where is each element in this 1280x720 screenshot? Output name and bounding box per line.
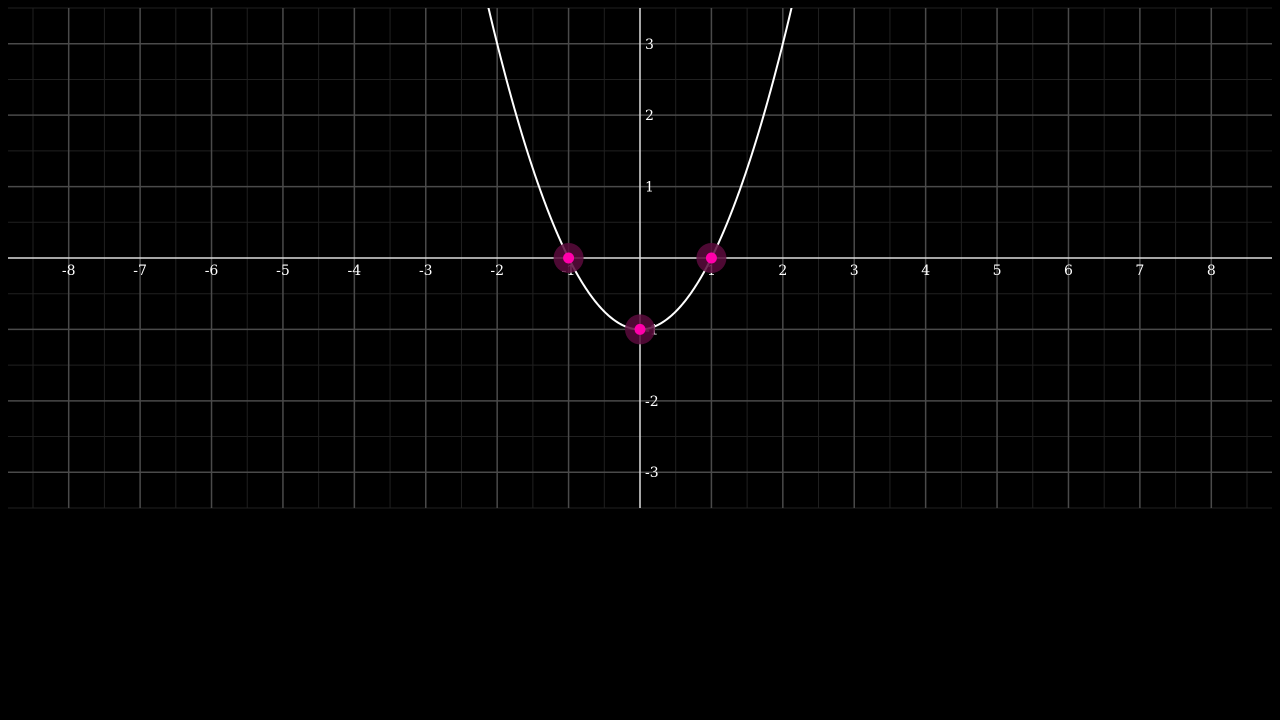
x-tick-label: -3 [419, 263, 433, 279]
y-tick-label: 1 [645, 180, 654, 196]
x-tick-label: 8 [1207, 263, 1216, 279]
x-tick-label: -6 [205, 263, 219, 279]
x-tick-label: -4 [348, 263, 362, 279]
x-tick-label: 3 [850, 263, 859, 279]
x-tick-label: -2 [490, 263, 504, 279]
y-tick-label: -3 [645, 465, 659, 481]
point-dot[interactable] [705, 252, 717, 264]
x-tick-label: 4 [921, 263, 930, 279]
x-tick-label: 2 [778, 263, 787, 279]
point-x-intercept-right[interactable] [696, 243, 727, 273]
point-dot[interactable] [563, 252, 575, 264]
y-tick-label: -2 [645, 394, 659, 410]
x-tick-label: -7 [133, 263, 147, 279]
x-tick-label: 7 [1135, 263, 1144, 279]
point-vertex[interactable] [625, 314, 655, 345]
y-tick-label: 3 [645, 37, 654, 53]
x-tick-labels: -8-7-6-5-4-3-2-112345678 [62, 263, 1216, 279]
point-dot[interactable] [634, 323, 646, 335]
axes [8, 8, 1272, 508]
x-tick-label: 6 [1064, 263, 1073, 279]
x-tick-label: 5 [993, 263, 1002, 279]
y-tick-label: 2 [645, 108, 654, 124]
points [553, 243, 727, 345]
x-tick-label: -5 [276, 263, 290, 279]
point-x-intercept-left[interactable] [553, 243, 584, 273]
x-tick-label: -8 [62, 263, 76, 279]
